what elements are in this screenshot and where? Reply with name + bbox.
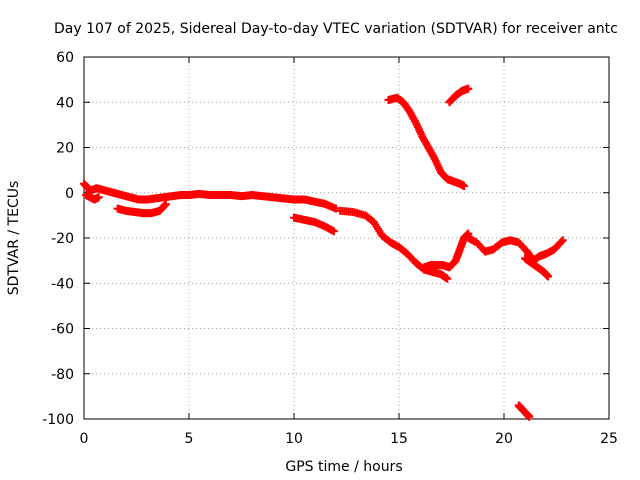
- y-axis-label: SDTVAR / TECUs: [6, 181, 22, 296]
- data-point: [544, 272, 553, 281]
- x-tick-label: 15: [390, 431, 408, 447]
- series-arc-dip: [113, 200, 170, 218]
- x-tick-label: 20: [495, 431, 513, 447]
- data-point: [464, 84, 473, 93]
- axis-ticks: 0 5 10 15 20 25 -100 -80 -60 -40 -20 0 20 40 60: [42, 50, 618, 447]
- y-tick-label: -40: [51, 276, 74, 292]
- series-arc-tail: [521, 254, 553, 281]
- x-tick-label: 5: [185, 431, 194, 447]
- series-arc-descent: [336, 206, 452, 283]
- y-tick-label: -80: [51, 367, 74, 383]
- x-tick-label: 25: [600, 431, 618, 447]
- y-tick-label: 20: [56, 141, 74, 157]
- data-series: [80, 84, 567, 421]
- series-arc-wiggle: [464, 234, 567, 265]
- series-arc-top: [445, 84, 473, 107]
- data-point: [460, 181, 469, 190]
- series-arc-drop: [514, 401, 534, 421]
- series-arc-recovery: [420, 229, 473, 272]
- y-tick-label: -60: [51, 322, 74, 338]
- data-point: [443, 274, 452, 283]
- data-point: [558, 236, 567, 245]
- y-tick-label: -20: [51, 231, 74, 247]
- series-arc-high: [384, 93, 469, 190]
- series-arc-main-1: [80, 179, 340, 213]
- data-point-fill: [160, 201, 169, 210]
- x-axis-label: GPS time / hours: [285, 459, 402, 475]
- data-point: [161, 200, 170, 209]
- data-point: [332, 204, 340, 213]
- y-tick-label: 60: [56, 50, 74, 66]
- chart-title: Day 107 of 2025, Sidereal Day-to-day VTE…: [54, 21, 618, 37]
- data-point: [525, 412, 534, 421]
- data-point-fill: [557, 237, 566, 246]
- y-tick-label: 40: [56, 95, 74, 111]
- series-arc-mid-low: [290, 213, 338, 236]
- series-arc-early-low: [82, 191, 103, 204]
- data-point: [329, 227, 338, 236]
- y-tick-label: -100: [42, 412, 74, 428]
- y-tick-label: 0: [65, 186, 74, 202]
- data-point: [94, 193, 103, 202]
- x-tick-label: 0: [80, 431, 89, 447]
- x-tick-label: 10: [285, 431, 303, 447]
